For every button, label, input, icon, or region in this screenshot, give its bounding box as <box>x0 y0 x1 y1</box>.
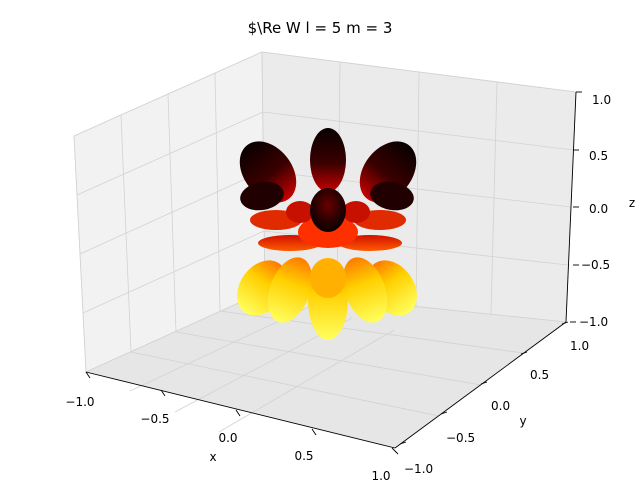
tick-marks <box>85 91 582 455</box>
z-tick-label: −0.5 <box>581 258 610 272</box>
x-axis-line <box>85 371 396 449</box>
upper-lobes <box>239 128 417 232</box>
z-axis-line <box>565 91 577 323</box>
x-tick-label: 1.0 <box>371 469 390 480</box>
axis-lines <box>85 91 577 449</box>
upper-lobe <box>310 188 346 232</box>
x-tick-label: 0.0 <box>218 431 237 445</box>
lower-lobes <box>237 257 417 340</box>
upper-lobe <box>370 181 414 211</box>
z-tick-label: −1.0 <box>579 315 608 329</box>
z-tick-labels: −1.0 −0.5 0.0 0.5 1.0 <box>579 93 611 329</box>
lower-lobe <box>310 258 346 298</box>
x-tick-label: −0.5 <box>140 412 169 426</box>
upper-lobe <box>310 128 346 192</box>
x-tick-label: −1.0 <box>65 395 94 409</box>
chart-title: $\Re W l = 5 m = 3 <box>248 19 393 37</box>
lower-lobe <box>267 257 313 323</box>
x-tick-labels: −1.0 −0.5 0.0 0.5 1.0 <box>65 395 390 480</box>
y-tick-labels: −1.0 −0.5 0.0 0.5 1.0 <box>404 339 589 476</box>
surface-plot <box>237 128 417 340</box>
z-tick-label: 0.5 <box>589 149 608 163</box>
y-tick-label: 1.0 <box>570 339 589 353</box>
y-tick-label: 0.0 <box>491 399 510 413</box>
y-axis-label: y <box>519 414 526 428</box>
mid-lobe <box>342 201 370 223</box>
upper-lobe <box>240 181 284 211</box>
mid-band <box>250 201 406 251</box>
y-tick-label: −1.0 <box>404 462 433 476</box>
z-tick-label: 1.0 <box>592 93 611 107</box>
z-axis-label: z <box>629 196 635 210</box>
x-tick-label: 0.5 <box>294 449 313 463</box>
mid-lobe <box>286 201 314 223</box>
lower-lobe <box>342 257 388 323</box>
y-tick-label: 0.5 <box>530 368 549 382</box>
z-tick-label: 0.0 <box>589 202 608 216</box>
x-axis-label: x <box>209 450 216 464</box>
y-tick-label: −0.5 <box>446 431 475 445</box>
y-axis-line <box>394 321 567 449</box>
